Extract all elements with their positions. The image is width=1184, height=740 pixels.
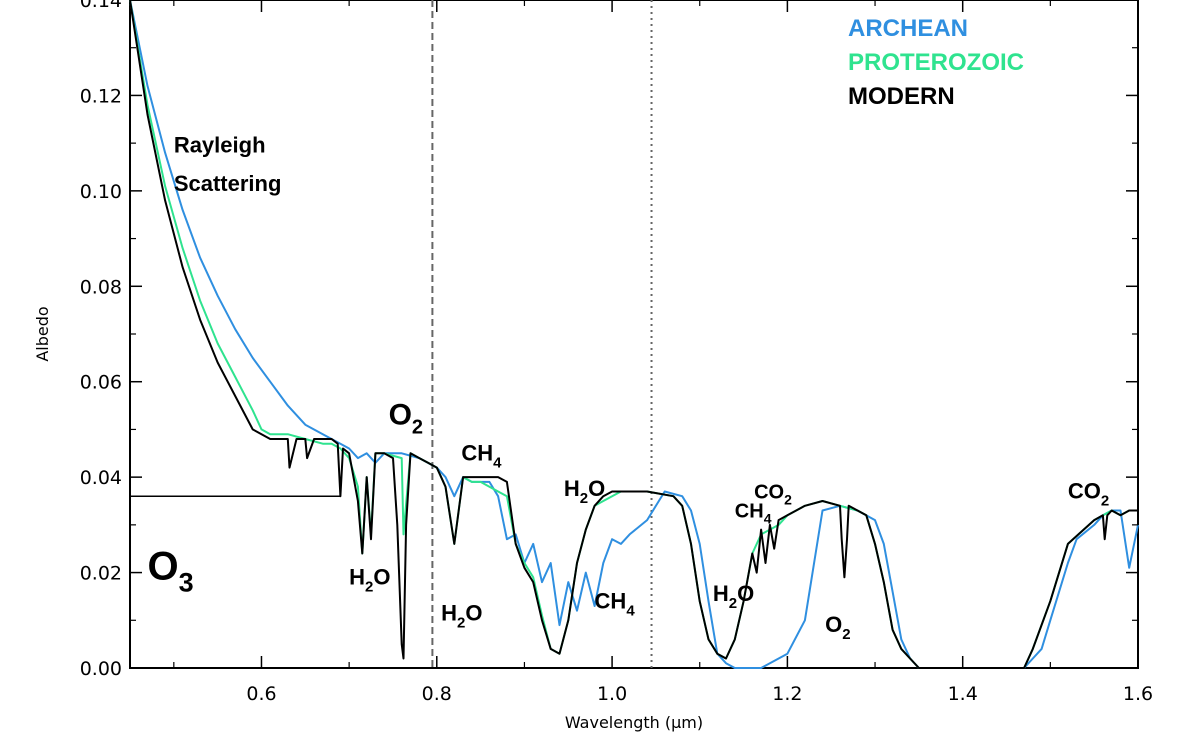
annotation-subscript: 2 bbox=[412, 417, 423, 439]
axis-ticks: 0.6 0.8 1.0 1.2 1.4 1.6 0.00 0.02 0.04 0.06 0.08 0.… bbox=[80, 0, 1153, 705]
annotation-co2a: CO2 bbox=[754, 482, 792, 508]
annotation-ch4c: CH4 bbox=[735, 501, 772, 527]
annotation-h2od: H2O bbox=[713, 581, 754, 612]
annotation-subscript: 2 bbox=[842, 626, 850, 643]
series-line-proterozoic bbox=[129, 0, 1138, 669]
annotation-subscript: 2 bbox=[729, 595, 737, 612]
annotation-text: CO bbox=[1068, 479, 1101, 504]
annotation-o2b: O2 bbox=[825, 612, 850, 643]
annotation-subscript: 2 bbox=[784, 492, 792, 508]
y-tick-label: 0.10 bbox=[80, 181, 122, 203]
annotation-ch4b: CH4 bbox=[595, 588, 636, 619]
annotation-text: H bbox=[564, 476, 580, 501]
annotation-text: CH bbox=[461, 440, 493, 465]
annotation-text: O bbox=[389, 399, 412, 432]
legend-entry-modern: MODERN bbox=[848, 83, 955, 110]
annotation-text: H bbox=[441, 600, 457, 625]
annotation-subscript: 2 bbox=[457, 614, 465, 631]
legend-entry-archean: ARCHEAN bbox=[848, 15, 968, 42]
x-axis-label: Wavelength (μm) bbox=[565, 713, 703, 732]
annotation-text: H bbox=[349, 565, 365, 590]
legend-entry-proterozoic: PROTEROZOIC bbox=[848, 49, 1024, 76]
annotation-text: CH bbox=[735, 501, 764, 523]
annotation-text: CO bbox=[754, 482, 784, 504]
y-tick-label: 0.02 bbox=[80, 563, 122, 585]
reference-lines bbox=[431, 0, 653, 668]
annotation-text: Scattering bbox=[174, 171, 282, 196]
legend: ARCHEAN PROTEROZOIC MODERN bbox=[848, 15, 1024, 110]
series-line-modern bbox=[129, 0, 1138, 669]
x-tick-label: 1.6 bbox=[1123, 683, 1153, 705]
x-tick-label: 1.2 bbox=[772, 683, 802, 705]
x-tick-label: 1.4 bbox=[948, 683, 978, 705]
annotation-o3: O3 bbox=[148, 545, 194, 598]
x-tick-label: 0.8 bbox=[422, 683, 452, 705]
y-tick-label: 0.04 bbox=[80, 467, 122, 489]
annotation-text: O bbox=[825, 612, 842, 637]
annotation-co2b: CO2 bbox=[1068, 479, 1109, 510]
annotation-tail: O bbox=[465, 600, 482, 625]
annotation-rayleigh2: Scattering bbox=[174, 171, 282, 196]
y-axis-label: Albedo bbox=[33, 306, 52, 361]
annotation-tail: O bbox=[373, 565, 390, 590]
annotation-subscript: 2 bbox=[365, 579, 373, 596]
x-tick-label: 1.0 bbox=[597, 683, 627, 705]
annotation-subscript: 4 bbox=[493, 454, 502, 471]
y-tick-label: 0.14 bbox=[80, 0, 122, 12]
annotation-text: Rayleigh bbox=[174, 133, 266, 158]
series-line-archean bbox=[129, 0, 1139, 669]
annotation-text: H bbox=[713, 581, 729, 606]
annotation-text: O bbox=[148, 545, 179, 589]
annotation-subscript: 2 bbox=[580, 490, 588, 507]
plot-frame bbox=[129, 0, 1139, 669]
y-tick-label: 0.08 bbox=[80, 276, 122, 298]
annotation-text: CH bbox=[595, 588, 627, 613]
annotation-tail: O bbox=[588, 476, 605, 501]
annotation-h2oa: H2O bbox=[349, 565, 390, 596]
annotation-subscript: 4 bbox=[764, 511, 772, 527]
annotation-subscript: 3 bbox=[179, 568, 194, 598]
y-tick-label: 0.06 bbox=[80, 372, 122, 394]
annotation-h2ob: H2O bbox=[441, 600, 482, 631]
annotation-subscript: 4 bbox=[626, 602, 635, 619]
annotation-h2oc: H2O bbox=[564, 476, 605, 507]
annotation-o2a: O2 bbox=[389, 399, 423, 439]
annotations: RayleighScatteringO3O2CH4H2OH2OH2OCH4H2O… bbox=[148, 133, 1110, 644]
series-layer bbox=[129, 0, 1139, 669]
annotation-subscript: 2 bbox=[1101, 493, 1109, 510]
annotation-tail: O bbox=[737, 581, 754, 606]
annotation-ch4a: CH4 bbox=[461, 440, 502, 471]
y-tick-label: 0.00 bbox=[80, 658, 122, 680]
annotation-rayleigh1: Rayleigh bbox=[174, 133, 266, 158]
x-tick-label: 0.6 bbox=[246, 683, 276, 705]
y-tick-label: 0.12 bbox=[80, 85, 122, 107]
